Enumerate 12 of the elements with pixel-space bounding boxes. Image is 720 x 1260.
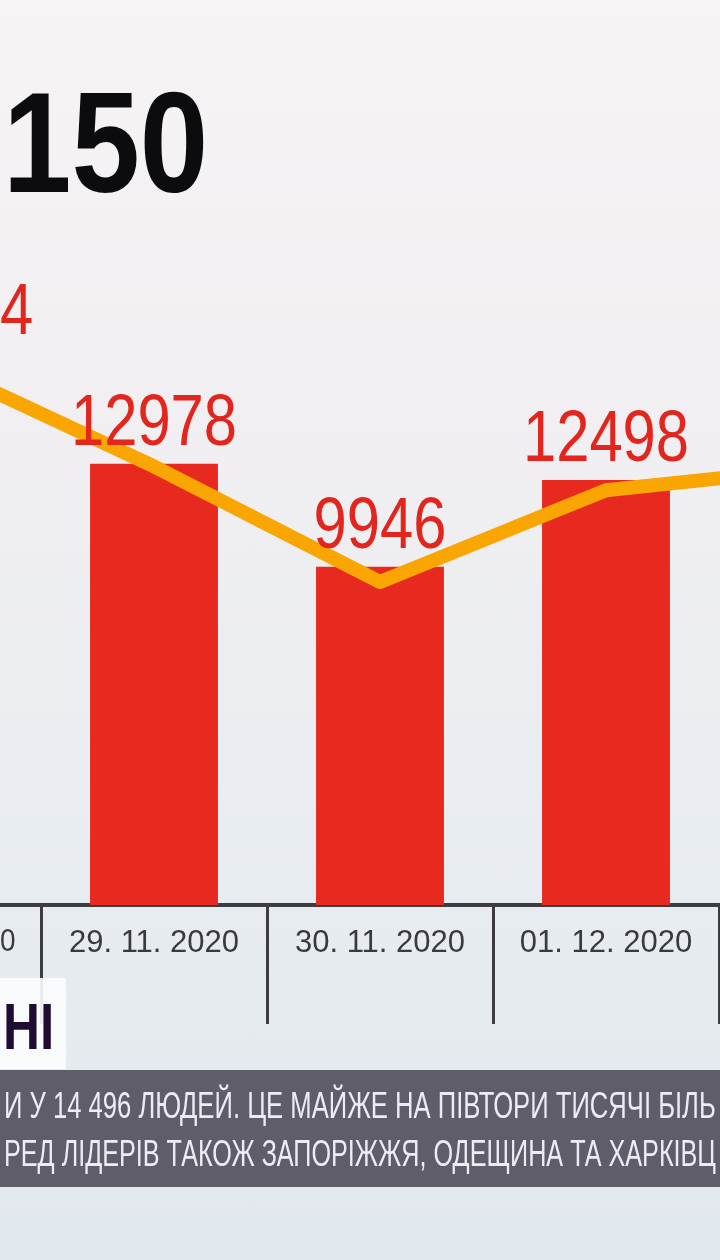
x-tick-label: 30. 11. 2020 — [294, 924, 466, 960]
text: 0 — [0, 923, 16, 958]
x-tick-label: 01. 12. 2020 — [519, 924, 693, 960]
x-tick-label: 29. 11. 2020 — [68, 924, 240, 960]
text: 4 — [0, 269, 34, 349]
data-label: 9946 — [313, 482, 447, 564]
text: И У 14 496 ЛЮДЕЙ. ЦЕ МАЙЖЕ НА ПІВТОРИ ТИСЯЧІ БІЛЬ — [4, 1085, 716, 1126]
data-label: 12498 — [522, 395, 690, 477]
data-label: 12978 — [70, 379, 238, 460]
text: НІ — [3, 991, 55, 1063]
chart-title: 150 — [3, 63, 209, 222]
text: РЕД ЛІДЕРІВ ТАКОЖ ЗАПОРІЖЖЯ, ОДЕЩИНА ТА ХАРКІВЦ — [4, 1133, 716, 1174]
